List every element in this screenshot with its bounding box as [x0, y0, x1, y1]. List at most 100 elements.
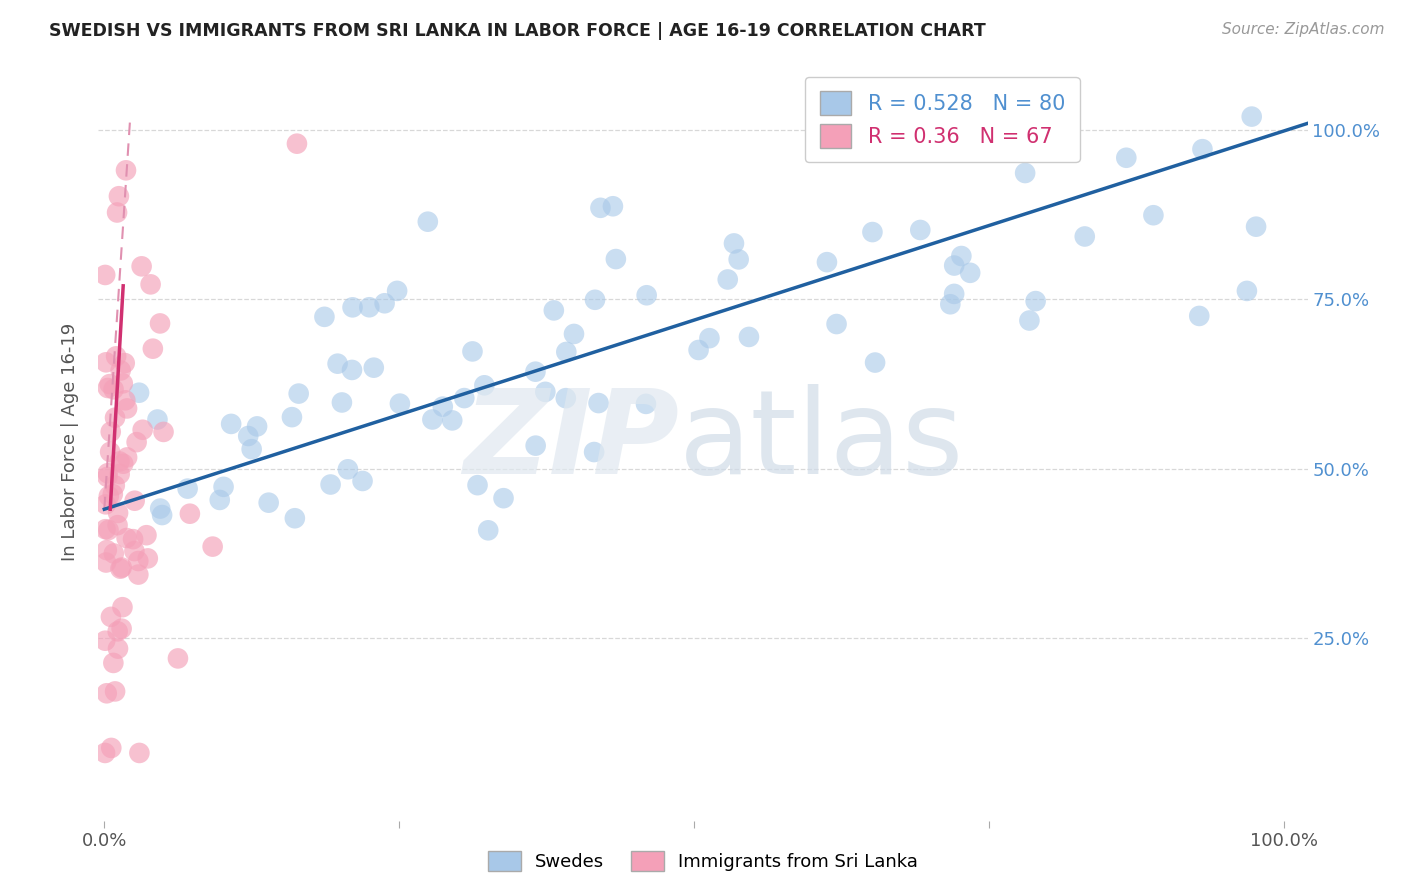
Point: [115, 401, 138, 416]
Point: [950, 249, 973, 263]
Point: [149, 317, 172, 331]
Point: [605, 252, 627, 266]
Point: [128, 385, 150, 400]
Point: [1074, 229, 1097, 244]
Point: [98, 445, 121, 459]
Point: [1018, 313, 1040, 327]
Point: [94, 746, 117, 760]
Text: SWEDISH VS IMMIGRANTS FROM SRI LANKA IN LABOR FORCE | AGE 16-19 CORRELATION CHAR: SWEDISH VS IMMIGRANTS FROM SRI LANKA IN …: [49, 22, 986, 40]
Point: [94, 497, 117, 511]
Point: [1025, 294, 1047, 309]
Point: [128, 746, 150, 760]
Point: [636, 288, 658, 302]
Point: [103, 656, 125, 670]
Point: [285, 136, 308, 151]
Point: [94, 556, 117, 570]
Point: [602, 199, 624, 213]
Point: [112, 457, 135, 471]
Point: [131, 423, 153, 437]
Point: [176, 482, 198, 496]
Point: [98, 377, 121, 392]
Text: atlas: atlas: [679, 384, 965, 499]
Point: [492, 491, 515, 505]
Legend: Swedes, Immigrants from Sri Lanka: Swedes, Immigrants from Sri Lanka: [481, 844, 925, 879]
Point: [108, 189, 131, 203]
Point: [105, 205, 128, 219]
Point: [634, 397, 657, 411]
Point: [122, 532, 145, 546]
Point: [115, 163, 138, 178]
Point: [943, 259, 966, 273]
Point: [319, 477, 342, 491]
Point: [717, 272, 740, 286]
Point: [534, 384, 557, 399]
Point: [103, 382, 125, 396]
Point: [910, 223, 932, 237]
Point: [1191, 142, 1213, 156]
Legend: R = 0.528   N = 80, R = 0.36   N = 67: R = 0.528 N = 80, R = 0.36 N = 67: [806, 77, 1080, 162]
Point: [139, 277, 162, 292]
Point: [815, 255, 838, 269]
Point: [100, 740, 122, 755]
Point: [342, 301, 364, 315]
Point: [862, 225, 884, 239]
Point: [359, 300, 381, 314]
Point: [97, 467, 120, 481]
Point: [96, 686, 118, 700]
Point: [152, 425, 174, 439]
Point: [543, 303, 565, 318]
Point: [825, 317, 848, 331]
Point: [467, 478, 489, 492]
Point: [107, 518, 129, 533]
Point: [287, 386, 309, 401]
Point: [142, 342, 165, 356]
Point: [352, 474, 374, 488]
Point: [94, 355, 117, 369]
Point: [97, 381, 120, 395]
Point: [107, 641, 129, 656]
Point: [246, 419, 269, 434]
Point: [453, 391, 475, 405]
Point: [201, 540, 224, 554]
Point: [127, 567, 149, 582]
Point: [723, 236, 745, 251]
Point: [374, 296, 396, 310]
Point: [336, 462, 359, 476]
Point: [114, 393, 136, 408]
Y-axis label: In Labor Force | Age 16-19: In Labor Force | Age 16-19: [60, 322, 79, 561]
Point: [524, 365, 547, 379]
Point: [524, 439, 547, 453]
Point: [131, 260, 153, 274]
Point: [240, 442, 263, 457]
Point: [314, 310, 336, 324]
Text: ZIP: ZIP: [463, 384, 679, 499]
Point: [94, 522, 117, 536]
Point: [107, 506, 129, 520]
Point: [363, 360, 385, 375]
Point: [111, 376, 134, 391]
Point: [1014, 166, 1036, 180]
Point: [105, 349, 128, 363]
Point: [441, 413, 464, 427]
Point: [127, 554, 149, 568]
Point: [104, 410, 127, 425]
Point: [326, 357, 349, 371]
Point: [146, 412, 169, 426]
Point: [474, 378, 496, 392]
Point: [94, 633, 117, 648]
Point: [111, 600, 134, 615]
Point: [589, 201, 612, 215]
Point: [101, 487, 124, 501]
Point: [208, 492, 231, 507]
Point: [136, 551, 159, 566]
Point: [422, 412, 444, 426]
Point: [281, 410, 304, 425]
Point: [108, 454, 131, 468]
Point: [388, 397, 411, 411]
Point: [688, 343, 710, 357]
Point: [727, 252, 749, 267]
Point: [97, 523, 120, 537]
Point: [94, 268, 117, 282]
Text: Source: ZipAtlas.com: Source: ZipAtlas.com: [1222, 22, 1385, 37]
Point: [110, 363, 132, 377]
